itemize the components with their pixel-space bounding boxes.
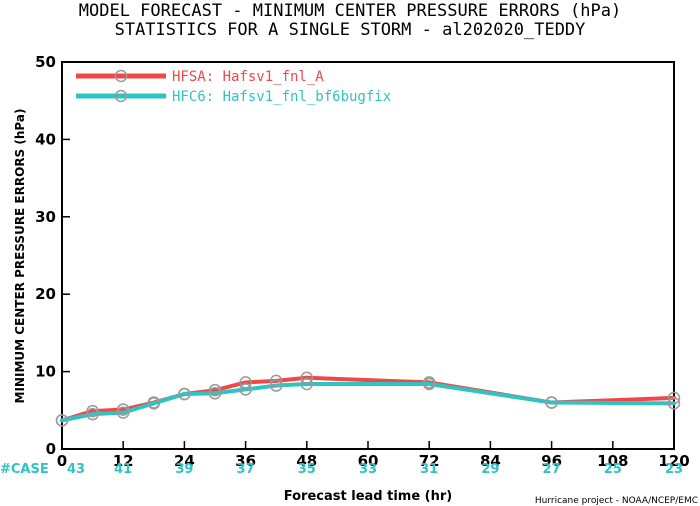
series-point-1 [545,396,558,409]
series-point-0 [116,403,130,416]
x-tick-label: 96 [541,452,562,470]
series-point-1 [300,377,314,391]
y-tick-label: 0 [46,440,56,458]
series-point-0 [208,383,222,397]
case-count: 37 [237,462,255,477]
y-axis-label: MINIMUM CENTER PRESSURE ERRORS (hPa) [13,109,27,404]
series-point-0 [269,374,283,388]
x-axis: 0 12 24 36 48 60 72 84 96 108 120 [57,441,690,470]
x-tick-label: 24 [174,452,195,470]
y-tick-label: 10 [35,363,56,381]
series-point-0 [86,404,99,418]
case-count: 39 [175,462,193,477]
x-tick-label: 0 [57,452,67,470]
series-line-1 [60,381,676,423]
case-count: 41 [114,462,132,477]
legend-label: HFC6: Hafsv1_fnl_bf6bugfix [172,89,391,105]
series-point-1 [147,397,161,410]
y-tick-label: 20 [35,285,56,303]
series-point-1 [667,397,681,410]
series-point-1 [269,379,283,392]
series-point-1 [178,387,191,401]
x-tick-label: 120 [658,452,689,470]
series-point-1 [239,383,252,396]
case-count: 31 [420,462,438,477]
x-tick-label: 84 [480,452,501,470]
chart-subtitle: STATISTICS FOR A SINGLE STORM - al202020… [115,20,586,40]
series-layer [55,371,681,427]
x-tick-label: 108 [597,452,628,470]
x-tick-label: 12 [113,452,134,470]
y-tick-label: 30 [35,208,56,226]
case-label: #CASE [0,462,49,477]
series-point-1 [55,414,69,427]
y-axis: 0 10 20 30 40 50 [35,53,70,458]
case-count: 25 [604,462,622,477]
series-point-1 [422,377,436,391]
plot-frame [61,61,675,450]
case-count: 23 [665,462,683,477]
credit-text: Hurricane project - NOAA/NCEP/EMC [535,496,698,506]
x-tick-label: 60 [358,452,379,470]
case-count: 27 [543,462,561,477]
series-point-1 [116,406,130,419]
y-tick-label: 40 [35,130,56,148]
chart-title: MODEL FORECAST - MINIMUM CENTER PRESSURE… [79,1,621,21]
legend-label: HFSA: Hafsv1_fnl_A [172,69,324,85]
series-point-1 [86,407,99,421]
x-tick-label: 48 [296,452,317,470]
case-count: 29 [481,462,499,477]
legend-marker [114,69,128,83]
case-count: 33 [359,462,377,477]
x-axis-label: Forecast lead time (hr) [284,489,452,504]
series-point-0 [300,371,314,385]
y-tick-label: 50 [35,53,56,71]
case-count: 35 [298,462,316,477]
case-counts: 43 41 39 37 35 33 31 29 27 25 23 [67,462,683,477]
case-count: 43 [67,462,85,477]
series-point-1 [208,387,222,400]
x-tick-label: 36 [235,452,256,470]
legend-marker [114,89,128,103]
series-point-0 [667,391,681,405]
x-tick-label: 72 [419,452,440,470]
series-point-0 [239,376,252,389]
legend: HFSA: Hafsv1_fnl_A HFC6: Hafsv1_fnl_bf6bu… [76,69,391,105]
